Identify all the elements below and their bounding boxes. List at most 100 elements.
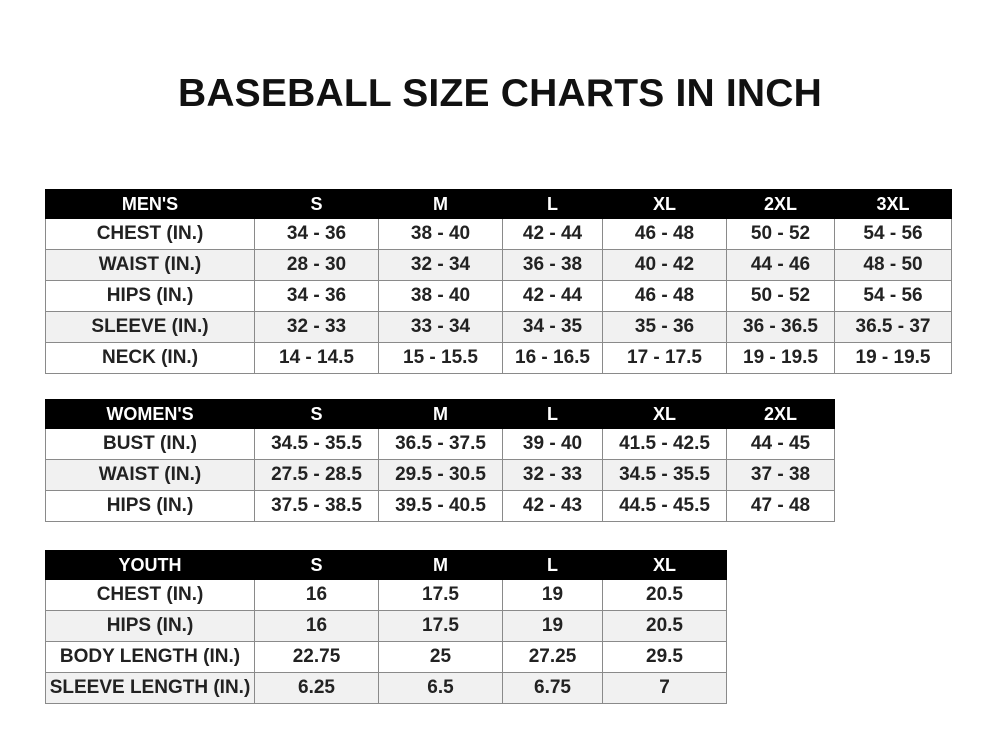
size-header: S [254,399,379,429]
measurement-cell: 15 - 15.5 [378,342,503,374]
measurement-label: HIPS (IN.) [45,280,255,312]
measurement-cell: 33 - 34 [378,311,503,343]
measurement-label: HIPS (IN.) [45,610,255,642]
measurement-cell: 44 - 46 [726,249,835,281]
measurement-cell: 19 - 19.5 [834,342,952,374]
measurement-cell: 37.5 - 38.5 [254,490,379,522]
table-row: NECK (IN.) 14 - 14.5 15 - 15.5 16 - 16.5 17 … [45,342,952,374]
table-row: WAIST (IN.) 28 - 30 32 - 34 36 - 38 40 - 42 4… [45,249,952,281]
measurement-cell: 20.5 [602,579,727,611]
table-row: WAIST (IN.) 27.5 - 28.5 29.5 - 30.5 32 - 33… [45,459,835,491]
measurement-cell: 46 - 48 [602,280,727,312]
measurement-cell: 34 - 35 [502,311,603,343]
category-header: WOMEN'S [45,399,255,429]
measurement-cell: 36.5 - 37.5 [378,428,503,460]
measurement-cell: 36.5 - 37 [834,311,952,343]
table-header-row: MEN'S S M L XL 2XL 3XL [45,189,952,219]
table-row: HIPS (IN.) 16 17.5 19 20.5 [45,610,727,642]
womens-size-table: WOMEN'S S M L XL 2XL BUST (IN.) 34.5 - 35.5 36.5… [45,399,835,522]
size-header: S [254,550,379,580]
measurement-cell: 44.5 - 45.5 [602,490,727,522]
measurement-cell: 42 - 44 [502,280,603,312]
size-header: XL [602,399,727,429]
measurement-cell: 25 [378,641,503,673]
measurement-cell: 35 - 36 [602,311,727,343]
measurement-cell: 32 - 33 [254,311,379,343]
measurement-label: WAIST (IN.) [45,459,255,491]
measurement-cell: 29.5 - 30.5 [378,459,503,491]
measurement-cell: 27.5 - 28.5 [254,459,379,491]
measurement-cell: 39 - 40 [502,428,603,460]
page-title: BASEBALL SIZE CHARTS IN INCH [177,72,823,115]
measurement-cell: 36 - 38 [502,249,603,281]
measurement-cell: 14 - 14.5 [254,342,379,374]
size-header: M [378,399,503,429]
measurement-cell: 44 - 45 [726,428,835,460]
measurement-label: CHEST (IN.) [45,218,255,250]
table-row: HIPS (IN.) 37.5 - 38.5 39.5 - 40.5 42 - 43 4… [45,490,835,522]
measurement-cell: 32 - 34 [378,249,503,281]
measurement-label: WAIST (IN.) [45,249,255,281]
measurement-cell: 16 [254,610,379,642]
measurement-cell: 19 [502,610,603,642]
measurement-cell: 42 - 44 [502,218,603,250]
size-header: L [502,550,603,580]
measurement-cell: 54 - 56 [834,218,952,250]
measurement-cell: 6.75 [502,672,603,704]
measurement-label: BODY LENGTH (IN.) [45,641,255,673]
youth-size-table: YOUTH S M L XL CHEST (IN.) 16 17.5 19 20.5 HIPS (I… [45,550,727,704]
measurement-label: SLEEVE (IN.) [45,311,255,343]
measurement-cell: 19 [502,579,603,611]
measurement-cell: 6.25 [254,672,379,704]
table-row: CHEST (IN.) 34 - 36 38 - 40 42 - 44 46 - 48 5… [45,218,952,250]
table-header-row: WOMEN'S S M L XL 2XL [45,399,835,429]
measurement-cell: 40 - 42 [602,249,727,281]
table-row: HIPS (IN.) 34 - 36 38 - 40 42 - 44 46 - 48 50… [45,280,952,312]
measurement-cell: 32 - 33 [502,459,603,491]
measurement-cell: 42 - 43 [502,490,603,522]
measurement-cell: 28 - 30 [254,249,379,281]
size-header: 2XL [726,399,835,429]
measurement-cell: 16 - 16.5 [502,342,603,374]
measurement-cell: 19 - 19.5 [726,342,835,374]
table-row: BODY LENGTH (IN.) 22.75 25 27.25 29.5 [45,641,727,673]
measurement-cell: 46 - 48 [602,218,727,250]
size-header: M [378,550,503,580]
table-row: BUST (IN.) 34.5 - 35.5 36.5 - 37.5 39 - 40 4… [45,428,835,460]
measurement-cell: 17 - 17.5 [602,342,727,374]
measurement-label: HIPS (IN.) [45,490,255,522]
table-header-row: YOUTH S M L XL [45,550,727,580]
size-header: XL [602,550,727,580]
size-header: M [378,189,503,219]
size-header: S [254,189,379,219]
measurement-cell: 16 [254,579,379,611]
category-header: MEN'S [45,189,255,219]
table-row: CHEST (IN.) 16 17.5 19 20.5 [45,579,727,611]
size-header: L [502,189,603,219]
measurement-cell: 17.5 [378,579,503,611]
table-row: SLEEVE LENGTH (IN.) 6.25 6.5 6.75 7 [45,672,727,704]
measurement-label: CHEST (IN.) [45,579,255,611]
measurement-cell: 48 - 50 [834,249,952,281]
measurement-label: BUST (IN.) [45,428,255,460]
measurement-cell: 29.5 [602,641,727,673]
measurement-cell: 54 - 56 [834,280,952,312]
measurement-cell: 38 - 40 [378,280,503,312]
measurement-cell: 34.5 - 35.5 [602,459,727,491]
measurement-cell: 22.75 [254,641,379,673]
measurement-cell: 20.5 [602,610,727,642]
measurement-label: SLEEVE LENGTH (IN.) [45,672,255,704]
measurement-cell: 34 - 36 [254,218,379,250]
measurement-cell: 50 - 52 [726,218,835,250]
measurement-cell: 37 - 38 [726,459,835,491]
measurement-cell: 36 - 36.5 [726,311,835,343]
size-header: XL [602,189,727,219]
measurement-cell: 6.5 [378,672,503,704]
measurement-cell: 17.5 [378,610,503,642]
measurement-cell: 34 - 36 [254,280,379,312]
measurement-cell: 50 - 52 [726,280,835,312]
measurement-cell: 34.5 - 35.5 [254,428,379,460]
size-header: 2XL [726,189,835,219]
measurement-label: NECK (IN.) [45,342,255,374]
size-header: 3XL [834,189,952,219]
